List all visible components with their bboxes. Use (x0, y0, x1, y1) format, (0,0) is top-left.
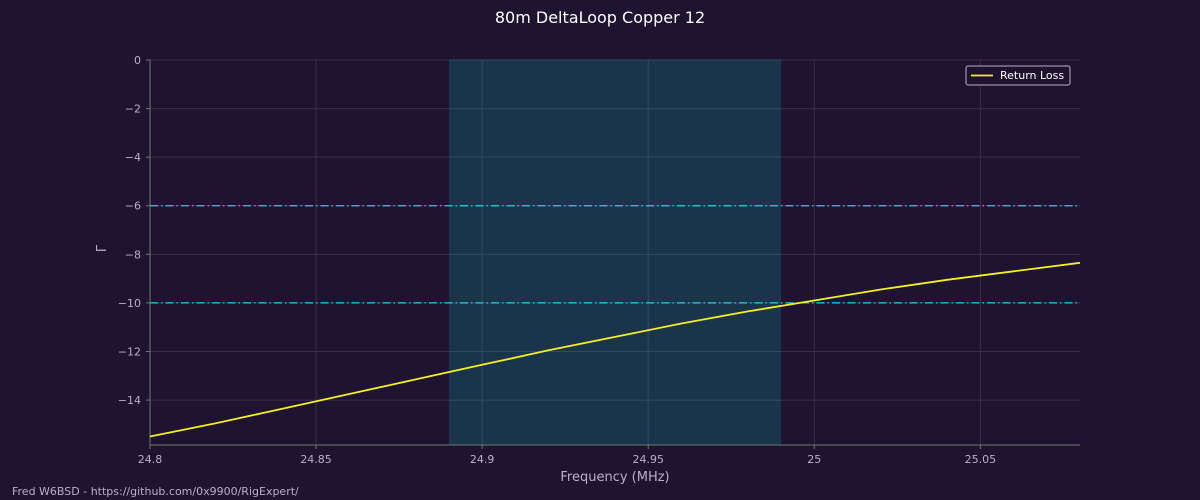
shaded-band (448, 60, 782, 445)
x-tick-label: 24.9 (470, 453, 495, 466)
y-tick-label: −10 (118, 297, 141, 310)
y-tick-label: −12 (118, 345, 141, 358)
y-tick-label: −8 (125, 248, 141, 261)
x-axis-label: Frequency (MHz) (560, 470, 669, 485)
legend-label: Return Loss (1000, 69, 1064, 82)
legend-box (965, 65, 1071, 86)
chart-title: 80m DeltaLoop Copper 12 (494, 8, 706, 27)
y-tick-label: −2 (125, 103, 141, 116)
y-tick-label: 0 (134, 54, 141, 67)
x-tick-label: 25.05 (965, 453, 997, 466)
y-tick-label: −4 (125, 151, 141, 164)
x-tick-label: 25 (807, 453, 821, 466)
y-tick-label: −6 (125, 200, 141, 213)
y-tick-label: −14 (118, 394, 141, 407)
x-tick-label: 24.8 (138, 453, 163, 466)
series-line-return-loss (149, 261, 1081, 438)
x-tick-label: 24.95 (632, 453, 664, 466)
x-tick-label: 24.85 (300, 453, 332, 466)
footer-credit: Fred W6BSD - https://github.com/0x9900/R… (12, 485, 299, 498)
y-axis-label: Γ (95, 244, 110, 252)
